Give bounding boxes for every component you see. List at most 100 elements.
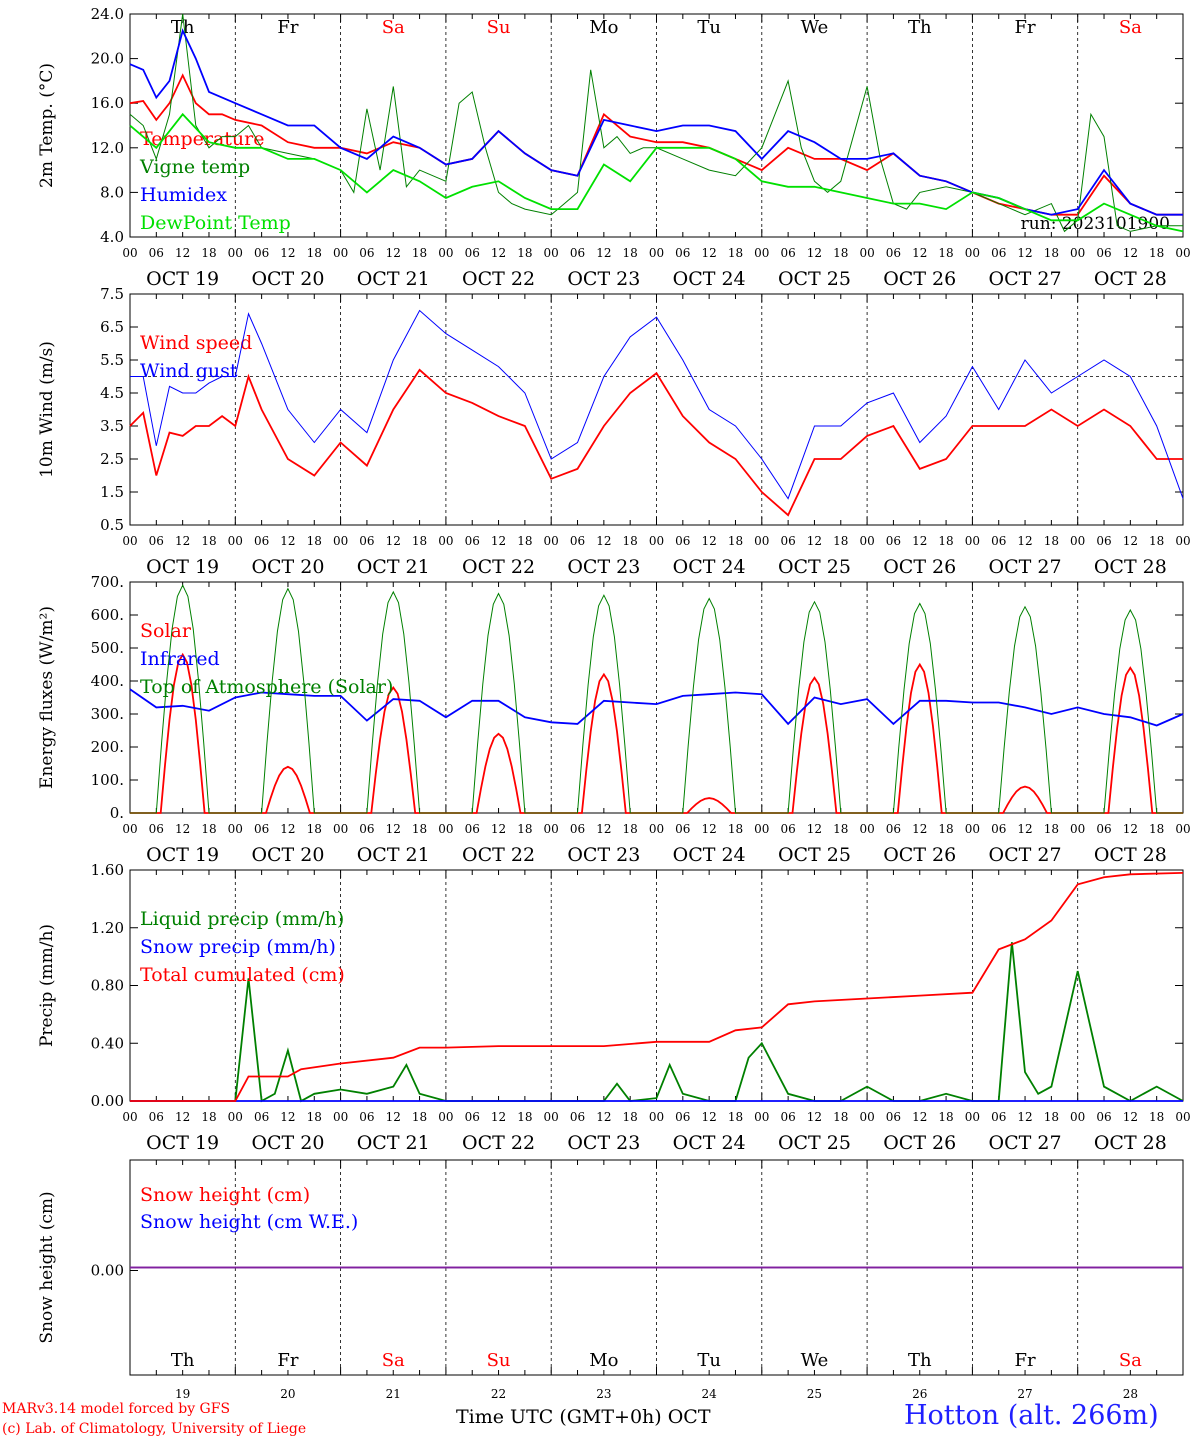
x-hour-label: 06 [149, 1110, 164, 1124]
y-tick-label: 20.0 [91, 50, 124, 68]
x-date-label: OCT 21 [357, 268, 430, 290]
x-date-label: OCT 20 [251, 556, 324, 578]
x-hour-label: 06 [886, 534, 901, 548]
x-date-label: OCT 27 [989, 844, 1062, 866]
legend-solar: Solar [140, 620, 192, 642]
x-hour-label: 18 [728, 822, 743, 836]
y-tick-label: 600. [91, 606, 124, 624]
x-hour-label: 12 [1123, 246, 1138, 260]
x-hour-label: 06 [149, 822, 164, 836]
x-hour-label: 00 [438, 246, 453, 260]
y-axis-label: Snow height (cm) [37, 1191, 57, 1343]
x-hour-label: 06 [886, 822, 901, 836]
x-hour-label: 18 [1149, 534, 1164, 548]
x-hour-label: 12 [175, 1110, 190, 1124]
x-date-label: OCT 19 [146, 556, 219, 578]
weekday-label: Th [908, 17, 932, 38]
x-hour-label: 06 [465, 534, 480, 548]
x-hour-label: 12 [807, 1110, 822, 1124]
series-line-vigne-temp [129, 13, 1183, 233]
x-hour-label: 00 [1175, 246, 1190, 260]
x-hour-label: 12 [491, 1110, 506, 1124]
y-tick-label: 1.60 [91, 861, 124, 879]
y-tick-label: 0.80 [91, 977, 124, 995]
legend-liquid-precip-mm-h: Liquid precip (mm/h) [140, 908, 344, 930]
credit-line-2: (c) Lab. of Climatology, University of L… [2, 1421, 307, 1437]
series-line-temperature [129, 73, 1183, 216]
x-hour-label: 06 [570, 534, 585, 548]
x-hour-label: 06 [991, 246, 1006, 260]
x-hour-label: 18 [623, 534, 638, 548]
x-date-label: OCT 20 [251, 268, 324, 290]
x-hour-label: 18 [938, 822, 953, 836]
x-hour-label: 06 [780, 246, 795, 260]
x-hour-label: 12 [491, 246, 506, 260]
x-hour-label: 18 [1149, 246, 1164, 260]
x-hour-label: 12 [1017, 534, 1032, 548]
weekday-label: We [801, 17, 829, 38]
x-hour-label: 06 [675, 822, 690, 836]
x-hour-label: 06 [465, 822, 480, 836]
x-hour-label: 12 [175, 534, 190, 548]
x-hour-label: 00 [228, 822, 243, 836]
x-date-label: OCT 26 [883, 844, 956, 866]
x-hour-label: 00 [122, 534, 137, 548]
x-date-label: OCT 28 [1094, 1132, 1167, 1154]
y-tick-label: 0.00 [91, 1262, 124, 1280]
x-date-label: OCT 24 [673, 844, 746, 866]
x-hour-label: 00 [965, 822, 980, 836]
y-tick-label: 400. [91, 672, 124, 690]
x-hour-label: 18 [728, 1110, 743, 1124]
x-date-label: OCT 26 [883, 268, 956, 290]
series-line-total-cumulated-cm [130, 872, 1184, 1102]
x-date-label: OCT 25 [778, 1132, 851, 1154]
x-hour-label: 12 [386, 534, 401, 548]
x-hour-label: 12 [702, 534, 717, 548]
weekday-label: Fr [1015, 17, 1036, 38]
x-date-label: OCT 23 [567, 844, 640, 866]
day-number-label: 19 [175, 1387, 190, 1401]
x-hour-label: 18 [307, 822, 322, 836]
y-tick-label: 0.5 [100, 516, 124, 534]
legend-top-of-atmosphere-solar: Top of Atmosphere (Solar) [140, 676, 393, 698]
x-hour-label: 12 [912, 822, 927, 836]
series-line-infrared [129, 688, 1184, 727]
x-date-label: OCT 22 [462, 268, 535, 290]
x-hour-label: 06 [780, 822, 795, 836]
x-hour-label: 12 [491, 534, 506, 548]
x-hour-label: 06 [465, 1110, 480, 1124]
x-hour-label: 12 [1017, 822, 1032, 836]
x-hour-label: 06 [254, 1110, 269, 1124]
x-hour-label: 18 [201, 246, 216, 260]
weekday-label: Su [487, 17, 511, 38]
x-hour-label: 18 [623, 822, 638, 836]
x-hour-label: 18 [517, 1110, 532, 1124]
x-hour-label: 06 [675, 1110, 690, 1124]
x-hour-label: 18 [201, 1110, 216, 1124]
x-hour-label: 12 [702, 246, 717, 260]
x-hour-label: 00 [228, 534, 243, 548]
x-hour-label: 00 [122, 822, 137, 836]
x-hour-label: 06 [149, 246, 164, 260]
day-number-label: 24 [702, 1387, 718, 1401]
y-tick-label: 3.5 [100, 417, 124, 435]
y-tick-label: 0.40 [91, 1034, 124, 1052]
x-date-label: OCT 26 [883, 556, 956, 578]
x-hour-label: 18 [1044, 534, 1059, 548]
x-hour-label: 12 [596, 246, 611, 260]
x-date-label: OCT 20 [251, 1132, 324, 1154]
x-hour-label: 12 [912, 1110, 927, 1124]
weekday-label: Tu [697, 1350, 721, 1371]
x-axis-bottom-label: Time UTC (GMT+0h) OCT [456, 1406, 711, 1428]
x-hour-label: 18 [517, 534, 532, 548]
x-hour-label: 12 [1017, 246, 1032, 260]
x-hour-label: 00 [859, 534, 874, 548]
y-tick-label: 1.20 [91, 919, 124, 937]
x-hour-label: 18 [728, 246, 743, 260]
x-hour-label: 06 [254, 822, 269, 836]
x-hour-label: 12 [1017, 1110, 1032, 1124]
x-hour-label: 12 [491, 822, 506, 836]
weekday-label: Th [171, 17, 195, 38]
x-hour-label: 18 [623, 246, 638, 260]
